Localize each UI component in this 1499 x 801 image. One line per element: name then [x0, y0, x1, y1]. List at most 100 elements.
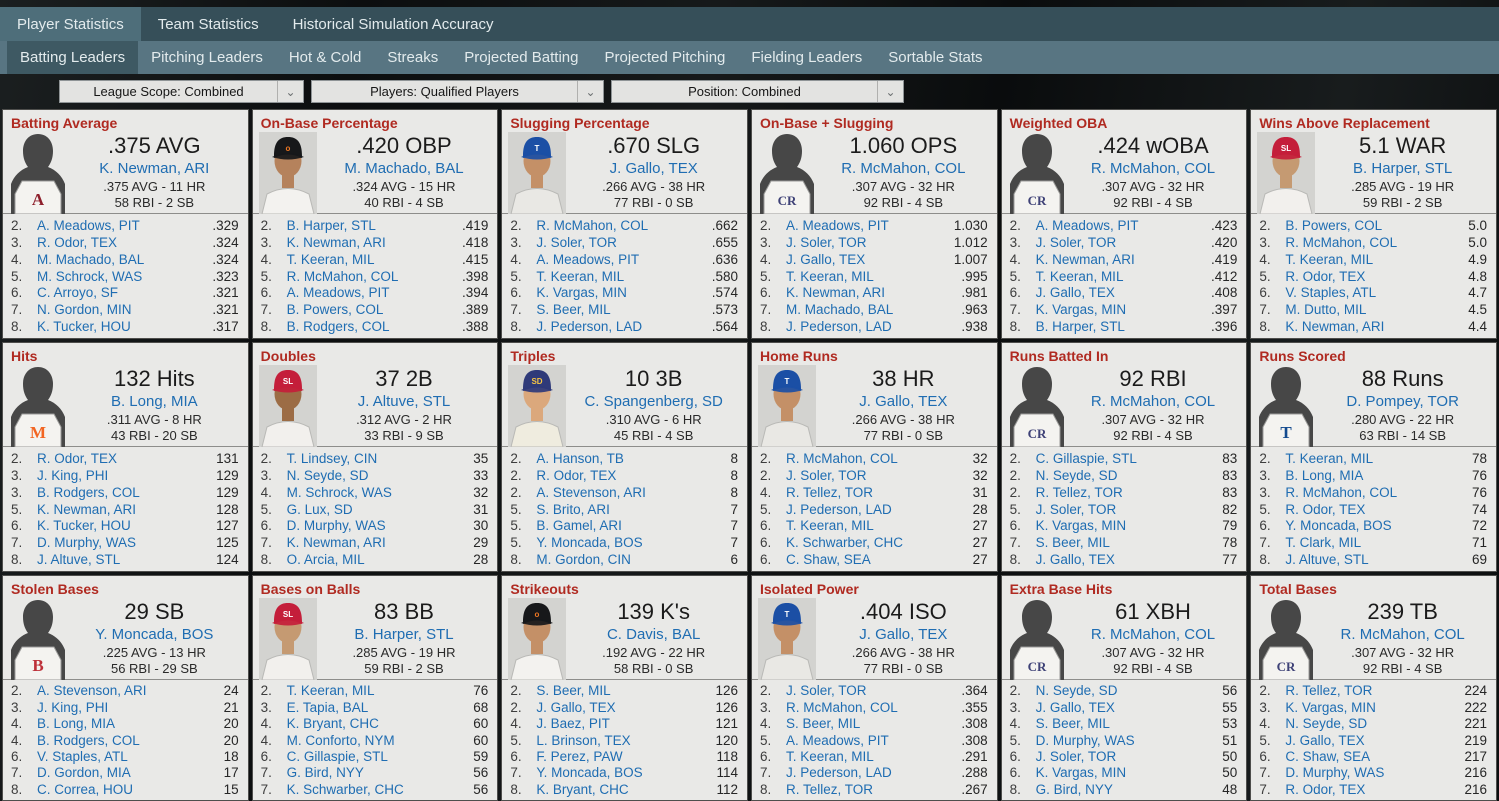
player-portrait[interactable]: CR	[758, 132, 816, 214]
player-name-link[interactable]: S. Beer, MIL	[536, 683, 611, 699]
player-name-link[interactable]: J. Pederson, LAD	[786, 765, 892, 781]
player-portrait[interactable]: SL	[1257, 132, 1316, 214]
player-name-link[interactable]: N. Gordon, MIN	[37, 302, 132, 318]
player-portrait[interactable]: CR	[1257, 598, 1315, 680]
leader-name-link[interactable]: J. Gallo, TEX	[859, 626, 948, 643]
player-name-link[interactable]: J. Soler, TOR	[786, 683, 867, 699]
player-name-link[interactable]: N. Seyde, SD	[286, 467, 369, 483]
player-name-link[interactable]: D. Murphy, WAS	[1285, 765, 1385, 781]
player-name-link[interactable]: B. Rodgers, COL	[37, 484, 140, 500]
player-name-link[interactable]: R. McMahon, COL	[1285, 234, 1398, 250]
player-name-link[interactable]: T. Keeran, MIL	[786, 518, 874, 534]
player-name-link[interactable]: B. Rodgers, COL	[286, 319, 390, 335]
player-name-link[interactable]: J. Gallo, TEX	[786, 251, 866, 267]
player-name-link[interactable]: S. Beer, MIL	[1035, 716, 1110, 732]
player-name-link[interactable]: B. Long, MIA	[1285, 467, 1364, 483]
player-name-link[interactable]: R. Tellez, TOR	[786, 484, 874, 500]
player-name-link[interactable]: L. Brinson, TEX	[536, 732, 631, 748]
player-name-link[interactable]: D. Murphy, WAS	[286, 518, 386, 534]
player-name-link[interactable]: J. Soler, TOR	[786, 234, 867, 250]
player-name-link[interactable]: J. Altuve, STL	[1285, 552, 1369, 568]
subtab-batting-leaders[interactable]: Batting Leaders	[7, 41, 139, 74]
player-name-link[interactable]: K. Vargas, MIN	[1285, 699, 1376, 715]
player-name-link[interactable]: R. McMahon, COL	[286, 268, 399, 284]
player-name-link[interactable]: K. Tucker, HOU	[37, 319, 131, 335]
player-name-link[interactable]: B. Harper, STL	[1035, 319, 1125, 335]
player-name-link[interactable]: T. Keeran, MIL	[1035, 268, 1124, 284]
player-name-link[interactable]: J. Baez, PIT	[536, 716, 610, 732]
player-name-link[interactable]: K. Schwarber, CHC	[286, 781, 404, 797]
player-name-link[interactable]: V. Staples, ATL	[1285, 285, 1377, 301]
player-name-link[interactable]: K. Bryant, CHC	[286, 716, 379, 732]
player-name-link[interactable]: T. Keeran, MIL	[536, 268, 625, 284]
player-name-link[interactable]: C. Correa, HOU	[37, 781, 134, 797]
player-portrait[interactable]: o	[508, 598, 567, 680]
player-name-link[interactable]: C. Shaw, SEA	[786, 552, 871, 568]
player-name-link[interactable]: N. Seyde, SD	[1035, 467, 1118, 483]
player-name-link[interactable]: G. Bird, NYY	[286, 765, 364, 781]
player-name-link[interactable]: N. Seyde, SD	[1035, 683, 1118, 699]
player-name-link[interactable]: J. Soler, TOR	[1035, 748, 1117, 764]
player-name-link[interactable]: B. Powers, COL	[286, 302, 384, 318]
subtab-hot-cold[interactable]: Hot & Cold	[288, 49, 362, 66]
player-name-link[interactable]: T. Keeran, MIL	[286, 251, 375, 267]
player-portrait[interactable]: CR	[1008, 598, 1066, 680]
player-name-link[interactable]: A. Meadows, PIT	[1035, 217, 1139, 233]
player-name-link[interactable]: S. Brito, ARI	[536, 501, 610, 517]
player-name-link[interactable]: J. Pederson, LAD	[786, 319, 892, 335]
player-name-link[interactable]: J. Gallo, TEX	[1285, 732, 1365, 748]
player-name-link[interactable]: J. Soler, TOR	[786, 467, 867, 483]
player-name-link[interactable]: J. Pederson, LAD	[786, 501, 892, 517]
player-name-link[interactable]: T. Clark, MIL	[1285, 535, 1362, 551]
player-name-link[interactable]: T. Lindsey, CIN	[286, 450, 378, 466]
player-name-link[interactable]: K. Newman, ARI	[286, 535, 386, 551]
player-name-link[interactable]: G. Lux, SD	[286, 501, 353, 517]
filter-players-dropdown[interactable]: Players: Qualified Players ⌄	[311, 80, 604, 103]
player-name-link[interactable]: B. Long, MIA	[37, 716, 116, 732]
player-name-link[interactable]: K. Bryant, CHC	[536, 781, 629, 797]
player-name-link[interactable]: K. Vargas, MIN	[1035, 518, 1127, 534]
player-name-link[interactable]: T. Keeran, MIL	[1285, 251, 1374, 267]
leader-name-link[interactable]: J. Gallo, TEX	[859, 393, 948, 410]
player-name-link[interactable]: O. Arcia, MIL	[286, 552, 365, 568]
player-name-link[interactable]: J. Soler, TOR	[1035, 501, 1117, 517]
player-name-link[interactable]: J. King, PHI	[37, 699, 109, 715]
player-name-link[interactable]: D. Murphy, WAS	[1035, 732, 1135, 748]
player-name-link[interactable]: J. Altuve, STL	[37, 552, 121, 568]
tab-team-statistics[interactable]: Team Statistics	[157, 15, 259, 33]
player-name-link[interactable]: K. Vargas, MIN	[1035, 302, 1127, 318]
leader-name-link[interactable]: R. McMahon, COL	[1340, 626, 1465, 643]
player-name-link[interactable]: J. Gallo, TEX	[1035, 699, 1115, 715]
player-name-link[interactable]: G. Bird, NYY	[1035, 781, 1113, 797]
player-name-link[interactable]: K. Newman, ARI	[786, 285, 886, 301]
tab-player-statistics[interactable]: Player Statistics	[0, 7, 141, 41]
player-name-link[interactable]: K. Newman, ARI	[1035, 251, 1135, 267]
player-name-link[interactable]: B. Rodgers, COL	[37, 732, 140, 748]
player-name-link[interactable]: M. Conforto, NYM	[286, 732, 395, 748]
leader-name-link[interactable]: D. Pompey, TOR	[1346, 393, 1459, 410]
player-name-link[interactable]: A. Meadows, PIT	[786, 732, 889, 748]
player-name-link[interactable]: C. Shaw, SEA	[1285, 748, 1371, 764]
player-portrait[interactable]: T	[758, 598, 816, 680]
player-name-link[interactable]: B. Powers, COL	[1285, 217, 1383, 233]
player-name-link[interactable]: R. Tellez, TOR	[1035, 484, 1123, 500]
player-name-link[interactable]: V. Staples, ATL	[37, 748, 128, 764]
subtab-projected-pitching[interactable]: Projected Pitching	[604, 49, 726, 66]
player-name-link[interactable]: K. Newman, ARI	[37, 501, 137, 517]
player-name-link[interactable]: R. McMahon, COL	[1285, 484, 1398, 500]
player-name-link[interactable]: R. Tellez, TOR	[786, 781, 874, 797]
player-name-link[interactable]: J. Gallo, TEX	[1035, 285, 1115, 301]
player-name-link[interactable]: M. Schrock, WAS	[286, 484, 392, 500]
player-name-link[interactable]: K. Schwarber, CHC	[786, 535, 904, 551]
leader-name-link[interactable]: J. Altuve, STL	[357, 393, 451, 410]
player-portrait[interactable]: B	[9, 598, 67, 680]
player-name-link[interactable]: M. Schrock, WAS	[37, 268, 143, 284]
player-name-link[interactable]: J. King, PHI	[37, 467, 109, 483]
player-portrait[interactable]: T	[508, 132, 567, 214]
leader-name-link[interactable]: B. Harper, STL	[354, 626, 454, 643]
player-name-link[interactable]: T. Keeran, MIL	[786, 268, 874, 284]
player-name-link[interactable]: R. McMahon, COL	[786, 450, 898, 466]
player-name-link[interactable]: Y. Moncada, BOS	[536, 535, 643, 551]
player-name-link[interactable]: J. Gallo, TEX	[1035, 552, 1115, 568]
player-name-link[interactable]: E. Tapia, BAL	[286, 699, 369, 715]
